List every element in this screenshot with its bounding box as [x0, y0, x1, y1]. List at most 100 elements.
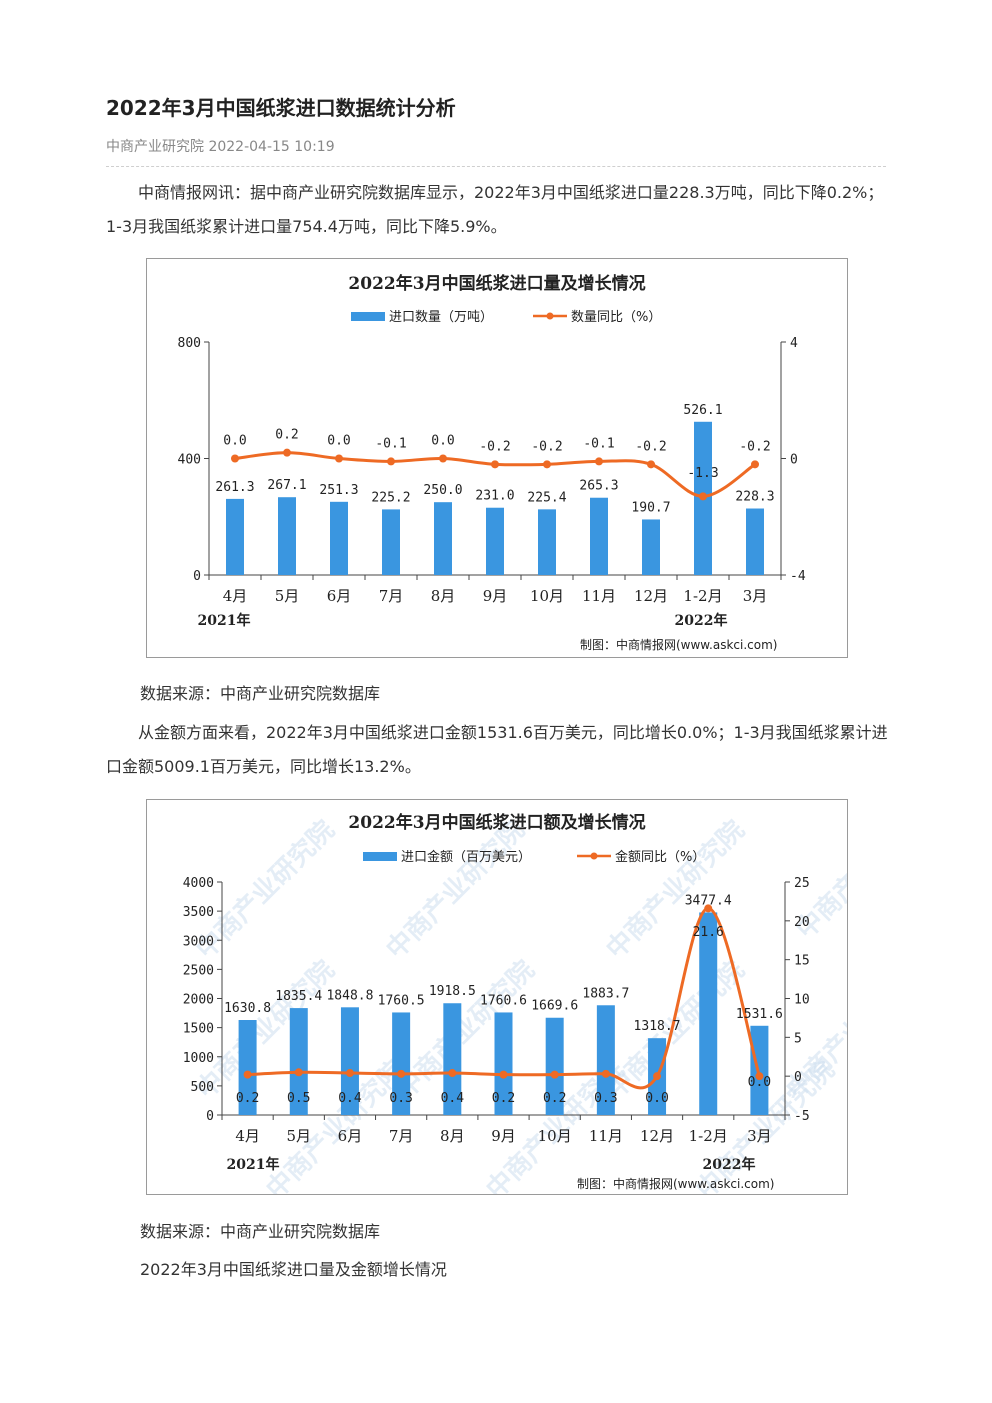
line-point — [751, 460, 759, 469]
line-data-label: -0.2 — [479, 439, 510, 454]
y-tick-label-left: 800 — [178, 336, 201, 351]
line-point — [335, 454, 343, 463]
x-tick-label: 4月 — [223, 587, 248, 605]
line-data-label: 0.3 — [389, 1091, 412, 1106]
x-tick-label: 12月 — [640, 1127, 674, 1145]
x-tick-label: 7月 — [379, 587, 404, 605]
bar-data-label: 3477.4 — [685, 893, 732, 908]
bar — [238, 1020, 257, 1115]
bar — [392, 1012, 411, 1115]
line-data-label: -0.1 — [583, 436, 614, 451]
bar-data-label: 1531.6 — [736, 1007, 783, 1022]
x-tick-label: 6月 — [338, 1127, 363, 1145]
chart-credit: 制图：中商情报网(www.askci.com) — [577, 1176, 774, 1191]
bar — [443, 1003, 462, 1115]
legend-bar-label: 进口数量（万吨） — [389, 310, 493, 325]
divider — [106, 166, 886, 167]
x-tick-label: 11月 — [582, 587, 616, 605]
bar — [289, 1008, 308, 1115]
line-point — [231, 454, 239, 463]
y-tick-label-right: -4 — [790, 569, 806, 584]
line-data-label: 21.6 — [693, 925, 724, 940]
line-point — [439, 454, 447, 463]
bar-data-label: 1883.7 — [582, 986, 629, 1001]
y-tick-label-left: 1000 — [183, 1051, 214, 1066]
bar-data-label: 251.3 — [319, 483, 358, 498]
bar — [382, 509, 400, 575]
x-tick-label: 9月 — [483, 587, 508, 605]
x-tick-label: 8月 — [440, 1127, 465, 1145]
line-data-label: -0.2 — [635, 439, 666, 454]
bar — [278, 497, 296, 575]
line-data-label: 0.4 — [338, 1091, 362, 1106]
line-point — [397, 1069, 406, 1078]
y-tick-label-left: 3500 — [183, 905, 214, 920]
line-data-label: -0.2 — [739, 439, 770, 454]
legend-line-marker — [546, 312, 554, 320]
line-point — [283, 448, 291, 457]
line-point — [345, 1069, 354, 1078]
bar-data-label: 1835.4 — [275, 989, 322, 1004]
chart-title: 2022年3月中国纸浆进口量及增长情况 — [348, 273, 645, 294]
legend-bar-swatch — [363, 852, 397, 861]
y-tick-label-right: 15 — [794, 954, 810, 969]
y-tick-label-right: 10 — [794, 993, 810, 1008]
article-title: 2022年3月中国纸浆进口数据统计分析 — [106, 96, 456, 120]
line-data-label: 0.2 — [543, 1091, 566, 1106]
x-tick-label: 11月 — [589, 1127, 623, 1145]
bar-data-label: 265.3 — [579, 479, 618, 494]
bar-data-label: 225.4 — [527, 490, 566, 505]
bar — [434, 502, 452, 575]
line-data-label: 0.0 — [645, 1091, 668, 1106]
legend-bar-label: 进口金额（百万美元） — [401, 849, 531, 865]
x-tick-label: 4月 — [235, 1127, 260, 1145]
paragraph-volume: 中商情报网讯：据中商产业研究院数据库显示，2022年3月中国纸浆进口量228.3… — [106, 183, 884, 236]
y-tick-label-left: 1500 — [183, 1022, 214, 1037]
year-label-2021: 2021年 — [198, 612, 251, 629]
line-data-label: 0.0 — [431, 434, 454, 449]
bar — [486, 507, 504, 575]
bar-data-label: 250.0 — [423, 483, 462, 498]
legend-line-label: 数量同比（%） — [571, 310, 661, 325]
line-point — [387, 457, 395, 466]
chart-volume: 2022年3月中国纸浆进口量及增长情况 进口数量（万吨） 数量同比（%） 0 400 80… — [146, 258, 848, 658]
bar-data-label: 1669.6 — [531, 999, 578, 1014]
line-data-label: 0.0 — [327, 434, 350, 449]
legend-bar-swatch — [351, 312, 385, 321]
bar-data-label: 1760.5 — [378, 993, 425, 1008]
line-point — [704, 904, 713, 913]
y-tick-label-left: 3000 — [183, 934, 214, 949]
data-source-1: 数据来源：中商产业研究院数据库 — [140, 684, 381, 703]
bar-data-label: 231.0 — [475, 489, 514, 504]
legend-line-marker — [590, 852, 598, 860]
line-point — [755, 1072, 764, 1081]
x-tick-label: 10月 — [530, 587, 564, 605]
line-point — [550, 1070, 559, 1079]
legend-line-label: 金额同比（%） — [615, 849, 705, 865]
y-tick-label-left: 4000 — [183, 876, 214, 891]
bar — [538, 509, 556, 575]
x-tick-label: 12月 — [634, 587, 668, 605]
x-tick-label: 3月 — [747, 1127, 772, 1145]
bar-data-label: 1848.8 — [326, 988, 373, 1003]
line-data-label: 0.2 — [492, 1091, 515, 1106]
line-data-label: 0.0 — [223, 434, 246, 449]
line-point — [647, 460, 655, 469]
bar-data-label: 1760.6 — [480, 993, 527, 1008]
y-tick-label-left: 2000 — [183, 993, 214, 1008]
x-tick-label: 7月 — [389, 1127, 414, 1145]
bar-data-label: 190.7 — [631, 500, 670, 515]
bar — [750, 1025, 769, 1115]
line-point — [653, 1072, 662, 1081]
line-data-label: -0.1 — [375, 436, 406, 451]
line-point — [601, 1069, 610, 1078]
bar-data-label: 228.3 — [735, 490, 774, 505]
x-tick-label: 8月 — [431, 587, 456, 605]
y-tick-label-left: 0 — [193, 569, 201, 584]
line-point — [243, 1070, 252, 1079]
x-tick-label: 3月 — [743, 587, 768, 605]
y-tick-label-left: 2500 — [183, 963, 214, 978]
article-meta: 中商产业研究院 2022-04-15 10:19 — [106, 139, 335, 155]
y-tick-label-right: -5 — [794, 1109, 810, 1124]
bar-data-label: 225.2 — [371, 490, 410, 505]
